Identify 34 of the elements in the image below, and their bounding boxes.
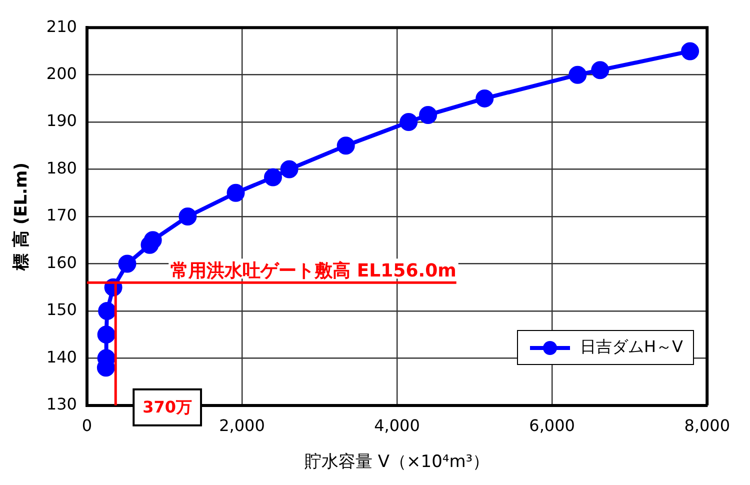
point <box>118 254 136 273</box>
y-tick-label: 200 <box>46 64 77 83</box>
x-tick-label: 0 <box>82 416 92 436</box>
y-tick-label: 210 <box>46 16 77 36</box>
ref-line-label: 370万 <box>142 398 192 417</box>
y-tick-label: 150 <box>46 300 77 320</box>
y-tick-label: 160 <box>46 252 77 272</box>
y-tick-label: 190 <box>46 111 77 130</box>
point <box>264 168 282 186</box>
y-tick-label: 170 <box>46 206 77 225</box>
y-tick-label: 130 <box>46 394 77 414</box>
point <box>144 231 162 250</box>
point <box>97 326 116 344</box>
x-tick-label: 8,000 <box>684 416 730 436</box>
y-axis-title: 標 高 (EL.m) <box>12 162 32 272</box>
x-tick-label: 6,000 <box>529 416 575 436</box>
point <box>98 302 116 320</box>
point <box>681 42 700 60</box>
x-tick-label: 4,000 <box>374 416 420 436</box>
point <box>476 89 494 108</box>
legend-label: 日吉ダムH～V <box>580 337 683 358</box>
point <box>419 106 438 124</box>
point <box>568 66 587 84</box>
point <box>280 160 298 178</box>
y-tick-label: 180 <box>46 158 77 178</box>
x-tick-label: 2,000 <box>219 416 265 436</box>
point <box>178 208 197 226</box>
point <box>226 184 245 202</box>
y-tick-label: 140 <box>46 347 77 366</box>
point <box>336 136 355 155</box>
point <box>591 61 610 80</box>
ref-line-label: 常用洪水吐ゲート敷高 EL156.0m <box>170 260 456 282</box>
point <box>400 113 418 132</box>
x-axis-title: 貯水容量 V（×10⁴m³） <box>304 452 490 472</box>
